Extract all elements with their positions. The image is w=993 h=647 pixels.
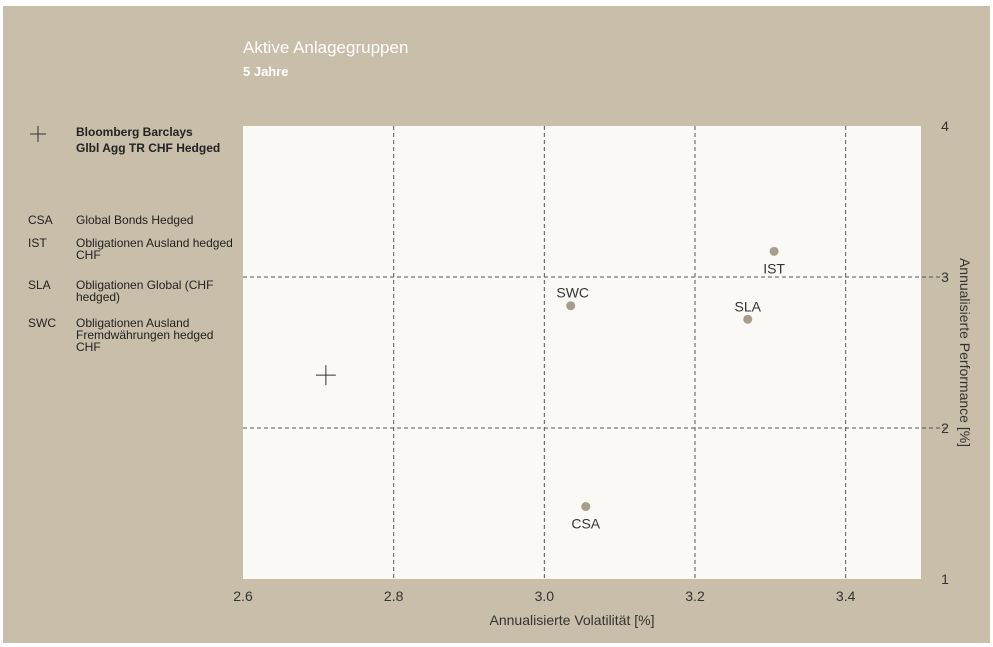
data-point-label: IST (763, 260, 785, 276)
legend-label: Obligationen Ausland hedged CHF (76, 236, 233, 262)
benchmark-label: Bloomberg Barclays Glbl Agg TR CHF Hedge… (76, 125, 221, 155)
y-tick-label: 3 (941, 269, 949, 285)
legend-code: SLA (28, 278, 51, 292)
data-point (743, 314, 753, 324)
x-tick-label: 2.6 (233, 588, 253, 604)
x-tick-label: 3.2 (685, 588, 705, 604)
x-tick-label: 3.0 (535, 588, 555, 604)
y-tick-label: 2 (941, 420, 949, 436)
legend-item: IST Obligationen Ausland hedged CHF (28, 237, 238, 279)
data-point (566, 301, 576, 311)
legend-item: SLA Obligationen Global (CHF hedged) (28, 279, 238, 317)
legend-code: SWC (28, 316, 56, 330)
y-tick-labels: 1 2 3 4 (941, 118, 949, 587)
plot-area (243, 126, 921, 579)
series-legend: CSA Global Bonds Hedged IST Obligationen… (28, 214, 238, 357)
legend-code: IST (28, 236, 47, 250)
x-tick-label: 3.4 (836, 588, 856, 604)
chart-title: Aktive Anlagegruppen (243, 38, 409, 57)
legend-item: CSA Global Bonds Hedged (28, 214, 238, 237)
data-point-label: SLA (734, 298, 761, 314)
legend-label: Obligationen Global (CHF hedged) (76, 278, 214, 304)
data-point (769, 246, 779, 256)
y-axis-label: Annualisierte Performance [%] (957, 258, 973, 447)
legend-label: Obligationen Ausland Fremdwährungen hedg… (76, 316, 214, 354)
plus-icon (30, 126, 46, 142)
data-points: CSA IST SLA SWC (315, 246, 785, 532)
y-tick-label: 1 (941, 571, 949, 587)
grid-lines (243, 126, 947, 579)
data-point (581, 502, 591, 512)
legend-label: Global Bonds Hedged (76, 213, 194, 227)
legend-code: CSA (28, 213, 53, 227)
x-tick-label: 2.8 (384, 588, 404, 604)
chart-subtitle: 5 Jahre (243, 64, 289, 79)
x-axis-label: Annualisierte Volatilität [%] (490, 612, 655, 628)
data-point-label: SWC (556, 285, 589, 301)
data-point-label: CSA (571, 516, 600, 532)
y-tick-label: 4 (941, 118, 949, 134)
legend-item: SWC Obligationen Ausland Fremdwährungen … (28, 317, 238, 357)
x-tick-labels: 2.6 2.8 3.0 3.2 3.4 (233, 588, 855, 604)
